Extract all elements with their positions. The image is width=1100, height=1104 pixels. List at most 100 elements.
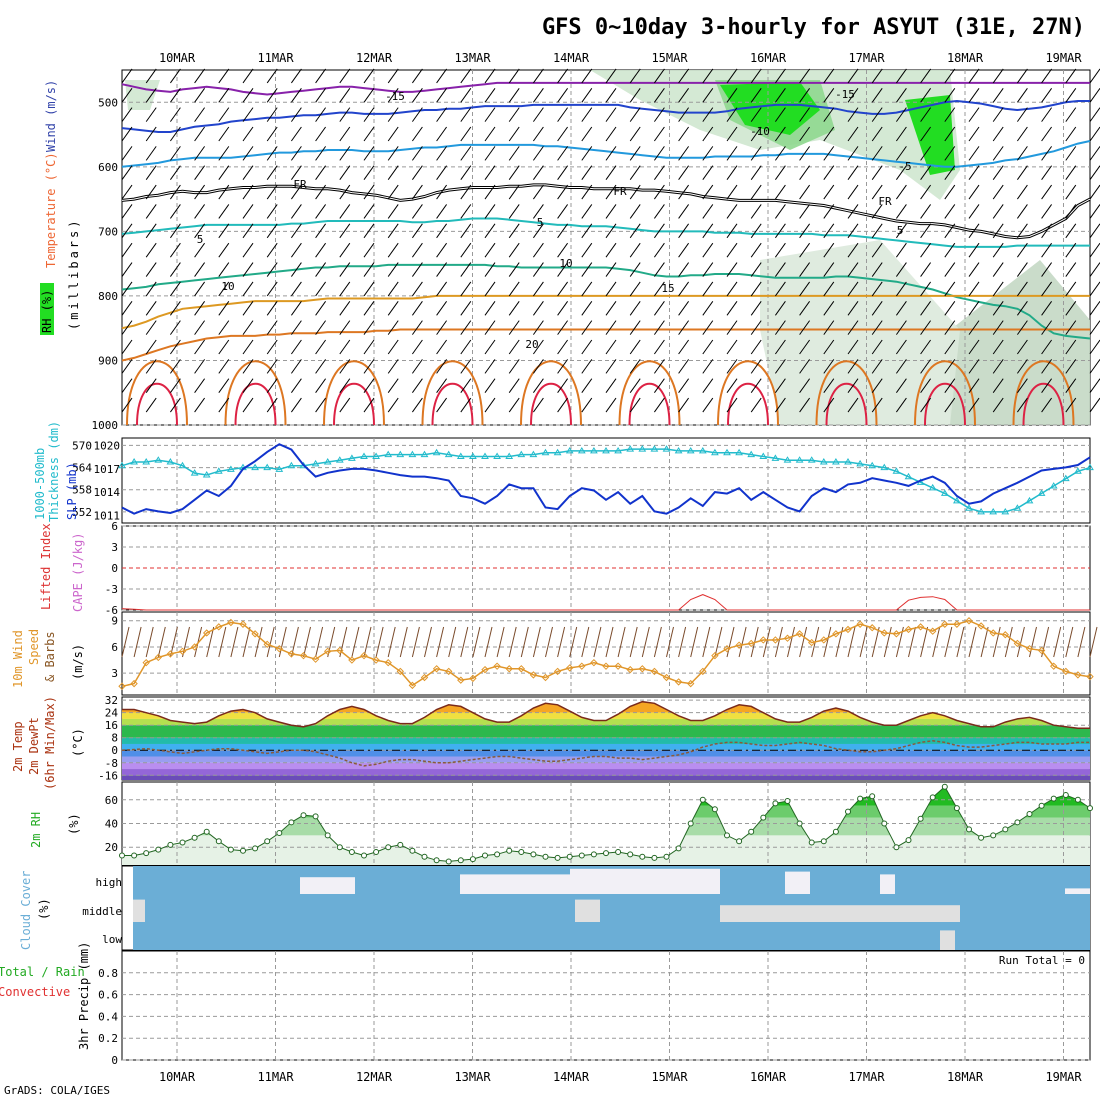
rh-point	[954, 806, 959, 811]
rh-point	[1015, 820, 1020, 825]
date-label-bottom: 13MAR	[454, 1070, 491, 1084]
date-label-top: 11MAR	[257, 51, 294, 65]
rh-point	[737, 839, 742, 844]
pressure-tick: 1000	[92, 419, 119, 432]
cloud-block	[880, 874, 895, 894]
temp-band	[122, 725, 1090, 738]
cape-label: CAPE (J/kg)	[71, 533, 85, 612]
rh-point	[1075, 797, 1080, 802]
wind10-label-c: & Barbs	[43, 631, 57, 682]
rh2-label: 2m RH	[29, 812, 43, 848]
cloud-cover-panel	[133, 866, 1090, 950]
rh-point	[664, 854, 669, 859]
date-label-bottom: 17MAR	[848, 1070, 885, 1084]
rh-point	[894, 845, 899, 850]
rh-point	[882, 821, 887, 826]
rh-point	[858, 796, 863, 801]
rh-point	[253, 846, 258, 851]
rh-point	[1003, 827, 1008, 832]
rh-point	[809, 840, 814, 845]
rh-point	[216, 839, 221, 844]
rh-point	[1051, 796, 1056, 801]
rh-point	[180, 840, 185, 845]
contour-label: -5	[898, 160, 911, 173]
rh-point	[470, 857, 475, 862]
upper-rh-label: RH (%)	[40, 290, 54, 333]
contour-label: FR	[613, 185, 627, 198]
date-label-bottom: 10MAR	[159, 1070, 196, 1084]
rh-point	[422, 854, 427, 859]
rh-point	[700, 797, 705, 802]
rh-point	[579, 853, 584, 858]
rh-point	[652, 855, 657, 860]
temp-label-b: 2m DewPt	[27, 717, 41, 775]
wind-tick: 3	[111, 667, 118, 680]
cloud-block	[720, 905, 960, 922]
rh-point	[446, 859, 451, 864]
rh-point	[337, 845, 342, 850]
rh-point	[712, 807, 717, 812]
li-tick: 0	[111, 562, 118, 575]
temp-tick: 32	[105, 694, 118, 707]
rh-point	[555, 855, 560, 860]
slp-tick: 1017	[94, 463, 121, 476]
temp-band	[122, 744, 1090, 750]
pressure-tick: 500	[98, 96, 118, 109]
credit-label: GrADS: COLA/IGES	[4, 1084, 110, 1097]
cloud-block	[940, 930, 955, 950]
date-label-bottom: 11MAR	[257, 1070, 294, 1084]
rh-point	[168, 842, 173, 847]
rh2-units: (%)	[67, 813, 81, 835]
slp-tick: 1014	[94, 486, 121, 499]
contour-label: 5	[897, 224, 904, 237]
rh-point	[495, 852, 500, 857]
upper-wind-label: Wind (m/s)	[44, 80, 58, 152]
rh-point	[676, 846, 681, 851]
rh-point	[386, 845, 391, 850]
temp-band	[122, 763, 1090, 769]
rh-tick: 60	[105, 794, 118, 807]
li-tick: 6	[111, 520, 118, 533]
rh-point	[483, 853, 488, 858]
cloud-block	[1065, 888, 1090, 894]
date-label-top: 10MAR	[159, 51, 196, 65]
precip-label-c: 3hr Precip (mm)	[77, 942, 91, 1050]
rh-point	[265, 839, 270, 844]
cloud-row-high: high	[96, 876, 123, 889]
li-tick: -3	[105, 583, 118, 596]
temp-label-a: 2m Temp	[11, 721, 25, 772]
date-label-top: 14MAR	[553, 51, 590, 65]
rh-point	[1088, 806, 1093, 811]
panel-frame-precip	[122, 951, 1090, 1060]
rh-point	[362, 853, 367, 858]
wind-tick: 6	[111, 641, 118, 654]
date-label-top: 16MAR	[750, 51, 787, 65]
precip-tick: 0.8	[98, 967, 118, 980]
cloud-row-low: low	[102, 933, 122, 946]
precip-label-a: Total / Rain	[0, 965, 85, 979]
rh-point	[277, 830, 282, 835]
rh-point	[628, 852, 633, 857]
wind10-label-b: Speed	[27, 629, 41, 665]
temp-tick: 24	[105, 707, 119, 720]
rh-point	[725, 833, 730, 838]
cloud-block	[575, 900, 600, 922]
rh-point	[1063, 793, 1068, 798]
rh-point	[1027, 812, 1032, 817]
precip-label-b: Convective	[0, 985, 70, 999]
temp-tick: -8	[105, 757, 118, 770]
wind10-label-a: 10m Wind	[11, 630, 25, 688]
pressure-tick: 900	[98, 354, 118, 367]
upper-temp-label: Temperature (°C)	[44, 152, 58, 268]
wind10-units: (m/s)	[71, 644, 85, 680]
temp-units: (°C)	[71, 728, 85, 757]
date-label-top: 12MAR	[356, 51, 393, 65]
rh-point	[930, 795, 935, 800]
contour-label: 5	[197, 233, 204, 246]
cloud-row-middle: middle	[82, 905, 122, 918]
rh-point	[398, 842, 403, 847]
date-label-top: 19MAR	[1045, 51, 1082, 65]
contour-label: FR	[878, 195, 892, 208]
